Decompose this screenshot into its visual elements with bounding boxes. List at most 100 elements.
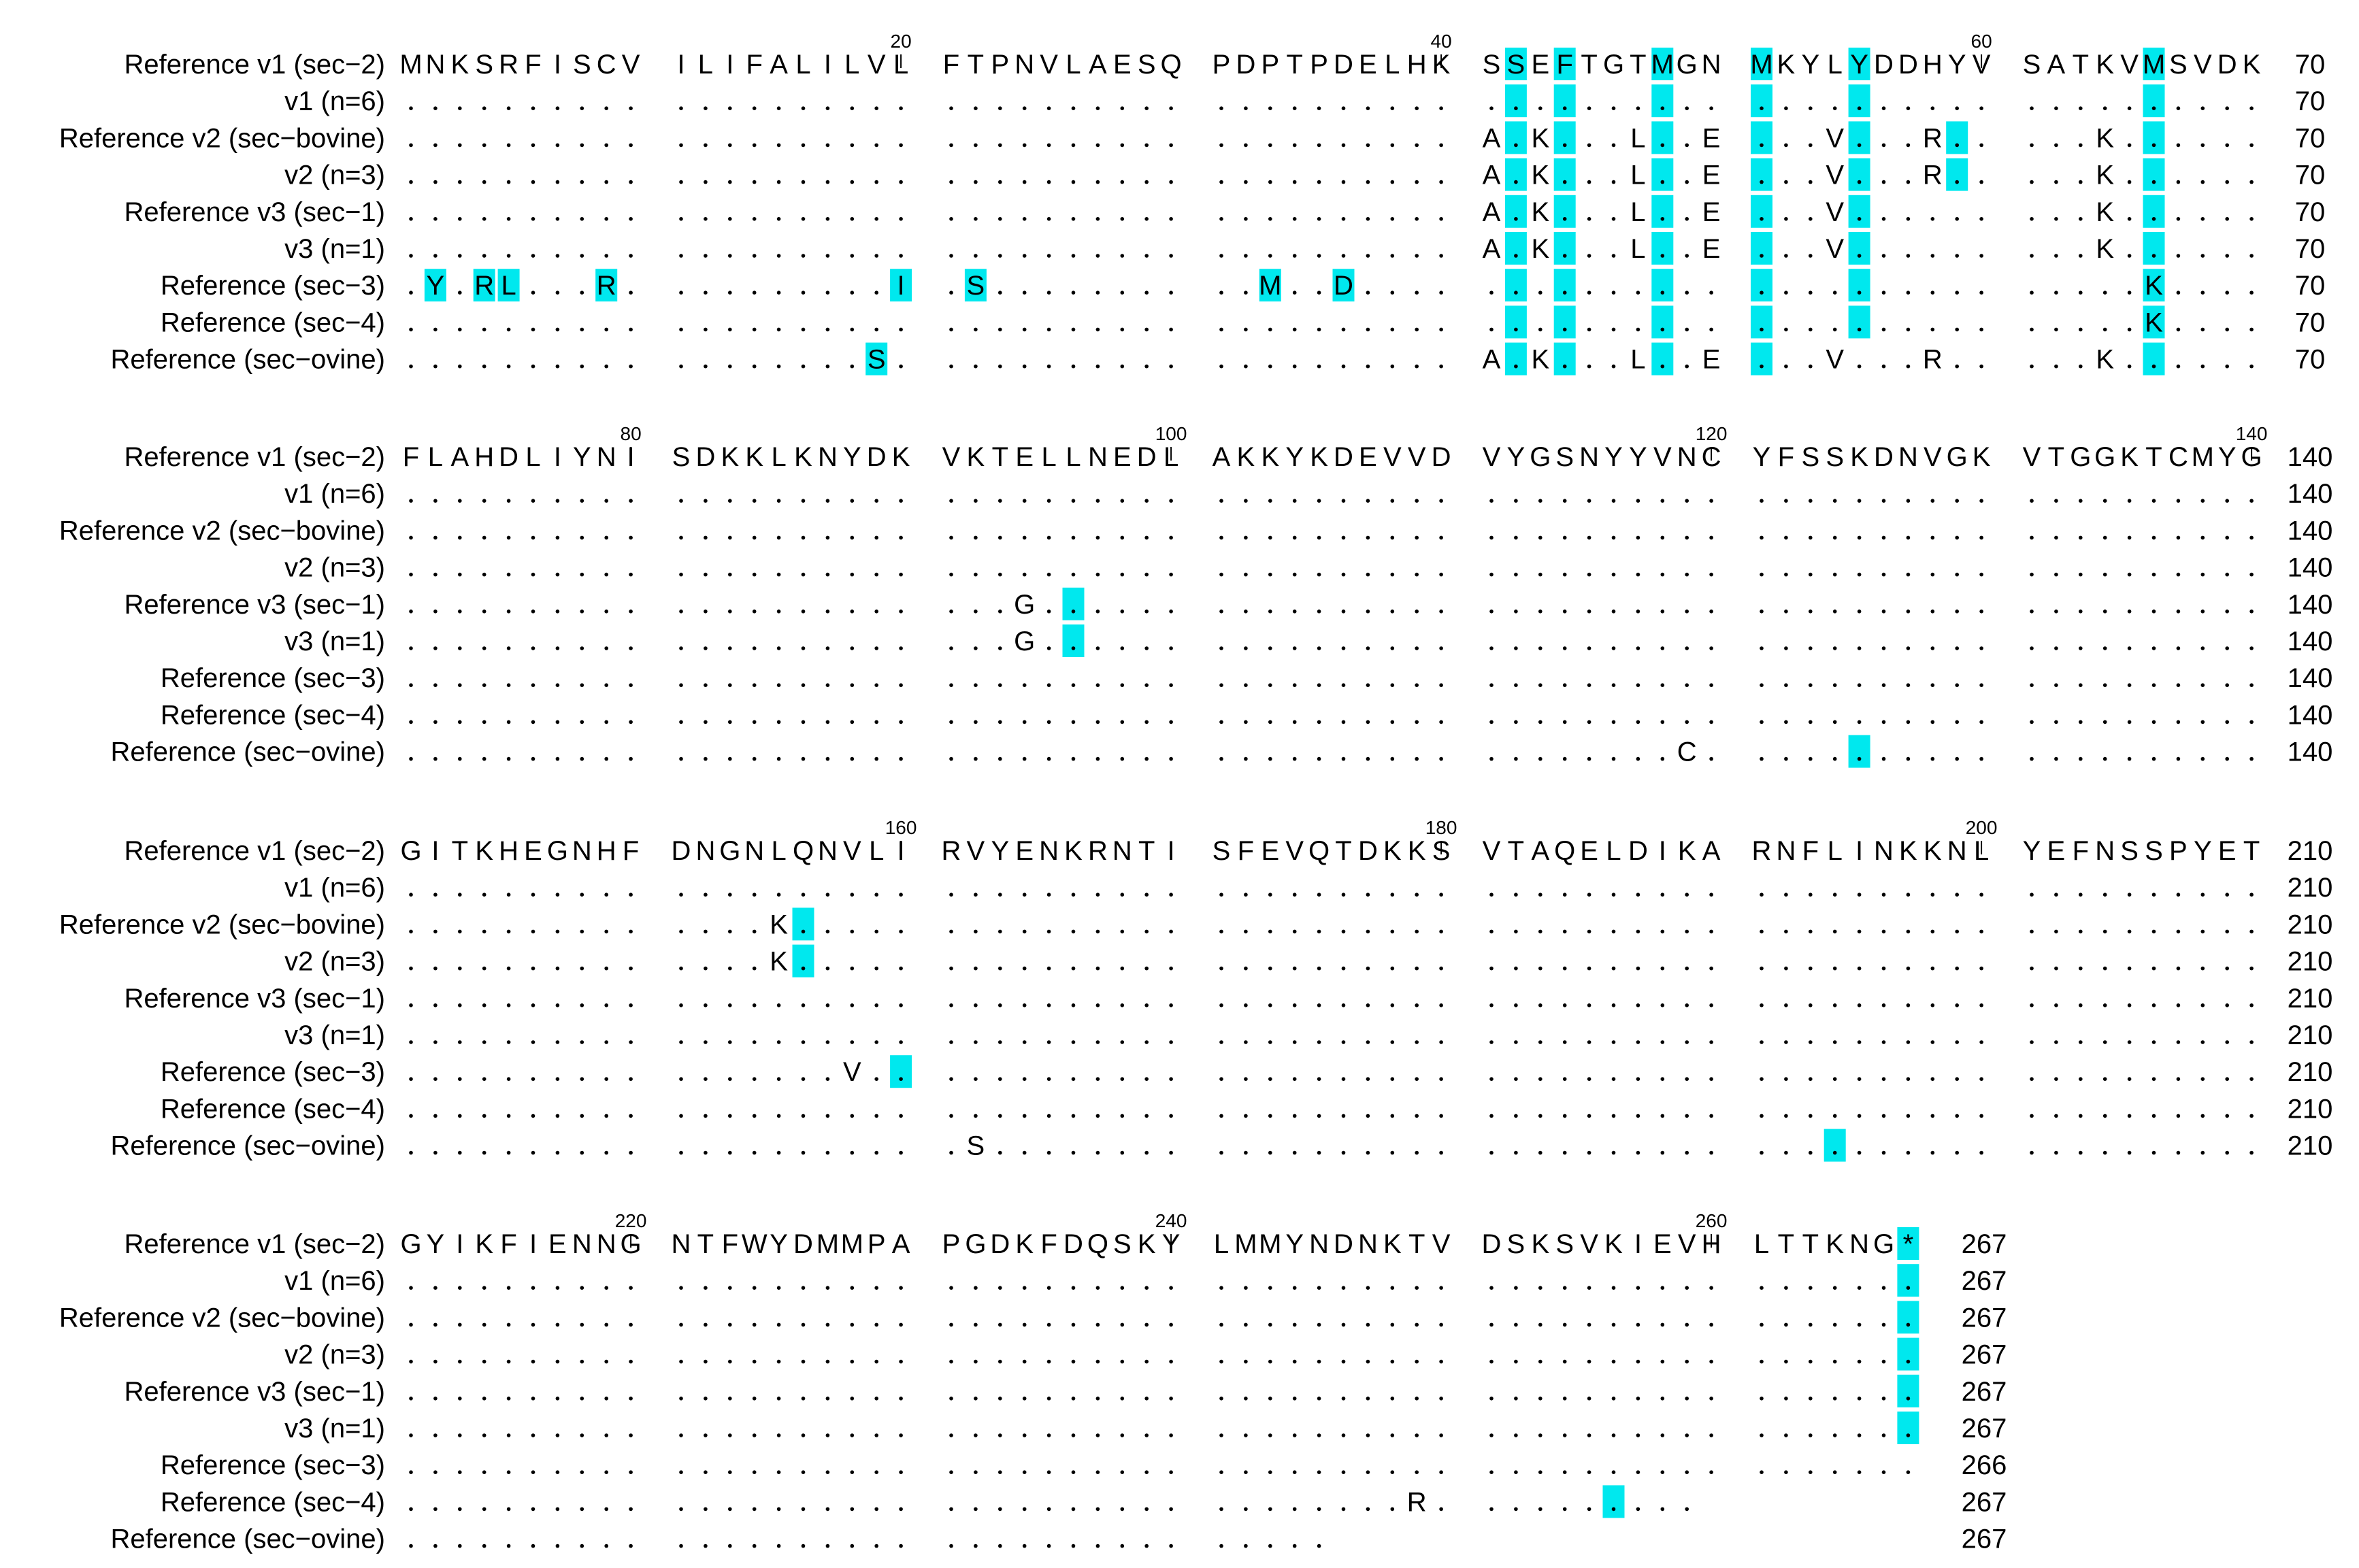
identity-dot [1268, 364, 1272, 369]
residue: E [1113, 50, 1132, 80]
residue: K [1826, 1229, 1844, 1259]
identity-dot [998, 1077, 1002, 1081]
identity-dot [1144, 254, 1149, 258]
identity-dot [2127, 1077, 2132, 1081]
identity-dot [776, 1286, 781, 1290]
alignment-row: v1 (n=6) 267 [284, 1264, 2007, 1297]
identity-dot [728, 180, 732, 184]
sequence-label: v1 (n=6) [284, 479, 385, 509]
residue: F [1040, 1229, 1057, 1259]
identity-dot [1341, 720, 1346, 724]
identity-dot [1857, 254, 1862, 258]
identity-dot [506, 1114, 511, 1118]
residue: I [1659, 836, 1666, 866]
identity-dot [1881, 106, 1886, 110]
identity-dot [1292, 929, 1297, 934]
sequence-label: Reference v3 (sec−1) [124, 197, 385, 227]
identity-dot [850, 180, 855, 184]
identity-dot [1685, 720, 1689, 724]
residue: L [1041, 442, 1056, 472]
identity-dot [825, 180, 830, 184]
identity-dot [1881, 720, 1886, 724]
identity-dot [2079, 1003, 2083, 1007]
identity-dot [949, 929, 953, 934]
identity-dot [604, 106, 608, 110]
identity-dot [850, 929, 855, 934]
identity-dot [1906, 966, 1911, 971]
identity-dot [433, 1040, 438, 1044]
identity-dot [1587, 106, 1591, 110]
residue: R [1088, 836, 1108, 866]
residue: P [2169, 836, 2188, 866]
identity-dot [1292, 756, 1297, 761]
identity-dot [2225, 290, 2229, 295]
identity-dot [2079, 217, 2083, 221]
identity-dot [1046, 1507, 1051, 1512]
identity-dot [2127, 217, 2132, 221]
position-total: 140 [2288, 590, 2333, 620]
identity-dot [2176, 966, 2181, 971]
identity-dot [409, 646, 413, 650]
identity-dot [2225, 1077, 2229, 1081]
identity-dot [506, 1286, 511, 1290]
identity-dot [728, 290, 732, 295]
variant-highlight [473, 269, 495, 302]
identity-dot [679, 1470, 683, 1474]
identity-dot [1906, 683, 1911, 687]
identity-dot [728, 143, 732, 148]
identity-dot [2030, 290, 2034, 295]
identity-dot [801, 1470, 806, 1474]
identity-dot [2102, 327, 2107, 332]
identity-dot [776, 756, 781, 761]
identity-dot [1514, 720, 1518, 724]
identity-dot [1562, 1150, 1567, 1155]
residue: Y [1753, 442, 1771, 472]
residue: S [573, 50, 591, 80]
identity-dot [1784, 572, 1788, 577]
identity-dot [752, 720, 757, 724]
identity-dot [1685, 966, 1689, 971]
variant-highlight [1946, 121, 1968, 154]
residue: K [2096, 345, 2114, 375]
identity-dot [874, 180, 878, 184]
identity-dot [1636, 290, 1640, 295]
identity-dot [2225, 106, 2229, 110]
identity-dot [2176, 929, 2181, 934]
identity-dot [1169, 535, 1173, 540]
identity-dot [604, 327, 608, 332]
identity-dot [1587, 1507, 1591, 1512]
variant-highlight [2143, 158, 2165, 191]
identity-dot [825, 1544, 830, 1548]
identity-dot [1144, 1040, 1149, 1044]
identity-dot [1317, 106, 1321, 110]
identity-dot [1760, 290, 1764, 295]
identity-dot [1415, 1286, 1419, 1290]
identity-dot [998, 1040, 1002, 1044]
identity-dot [776, 572, 781, 577]
identity-dot [1538, 1003, 1543, 1007]
identity-dot [1760, 720, 1764, 724]
identity-dot [1587, 143, 1591, 148]
identity-dot [1660, 106, 1665, 110]
identity-dot [433, 535, 438, 540]
identity-dot [704, 646, 708, 650]
variant-highlight [1897, 1227, 1919, 1260]
identity-dot [1906, 217, 1911, 221]
identity-dot [1857, 1470, 1862, 1474]
identity-dot [1219, 499, 1223, 503]
position-total: 210 [2288, 947, 2333, 977]
identity-dot [1046, 1114, 1051, 1118]
residue: H [1407, 50, 1427, 80]
identity-dot [1760, 1359, 1764, 1364]
identity-dot [850, 254, 855, 258]
identity-dot [1046, 1003, 1051, 1007]
identity-dot [2225, 1150, 2229, 1155]
identity-dot [2079, 180, 2083, 184]
identity-dot [1832, 499, 1837, 503]
variant-highlight [1651, 84, 1674, 118]
identity-dot [2249, 254, 2254, 258]
identity-dot [1219, 217, 1223, 221]
residue: L [1066, 442, 1080, 472]
position-total: 267 [1962, 1414, 2007, 1444]
identity-dot [899, 535, 903, 540]
